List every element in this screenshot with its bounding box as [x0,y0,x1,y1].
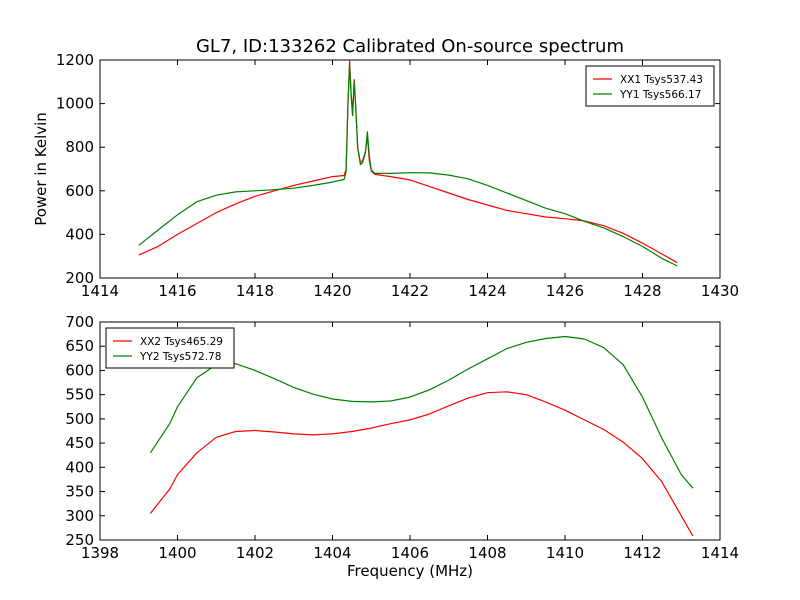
x-tick-label: 1406 [391,544,429,562]
x-tick-label: 1398 [81,544,119,562]
y-tick-label: 650 [65,337,94,355]
axes-frame [99,321,721,541]
x-tick-label: 1414 [81,282,119,300]
x-axis-label: Frequency (MHz) [347,562,473,580]
axes-frame [99,59,721,279]
x-tick-label: 1416 [158,282,196,300]
y-tick-label: 550 [65,386,94,404]
x-tick-label: 1426 [546,282,584,300]
x-tick-label: 1424 [468,282,506,300]
x-tick-label: 1428 [623,282,661,300]
x-tick-label: 1412 [623,544,661,562]
x-tick-label: 1418 [236,282,274,300]
legend-box [105,327,235,369]
y-axis-label: Power in Kelvin [32,112,50,226]
y-tick-label: 250 [65,531,94,549]
x-tick-label: 1408 [468,544,506,562]
y-tick-label: 600 [65,361,94,379]
y-tick-label: 800 [65,138,94,156]
chart-title: GL7, ID:133262 Calibrated On-source spec… [196,36,624,57]
y-tick-label: 700 [65,313,94,331]
legend-entry: XX2 Tsys465.29 [140,336,223,348]
x-tick-label: 1430 [701,282,739,300]
x-tick-label: 1400 [158,544,196,562]
y-tick-label: 600 [65,182,94,200]
x-tick-label: 1414 [701,544,739,562]
plot-layer: 1414 1416 1418 1420 1422 1424 1426 1428 1430 200 4… [32,36,739,580]
y-tick-label: 350 [65,483,94,501]
x-tick-label: 1420 [313,282,351,300]
legend-entry: YY1 Tsys566.17 [619,89,701,101]
series-line-yy1 [138,63,678,267]
x-tick-label: 1402 [236,544,274,562]
y-tick-label: 500 [65,410,94,428]
y-tick-label: 1000 [56,95,94,113]
x-tick-label: 1422 [391,282,429,300]
y-tick-label: 400 [65,225,94,243]
legend-box [585,65,715,107]
y-tick-label: 450 [65,434,94,452]
y-tick-label: 1200 [56,51,94,69]
y-tick-label: 300 [65,507,94,525]
x-tick-label: 1404 [313,544,351,562]
series-line-xx2 [149,391,694,537]
legend-entry: YY2 Tsys572.78 [139,351,221,363]
x-tick-label: 1410 [546,544,584,562]
legend-entry: XX1 Tsys537.43 [620,74,703,86]
y-tick-label: 400 [65,458,94,476]
y-tick-label: 200 [65,269,94,287]
